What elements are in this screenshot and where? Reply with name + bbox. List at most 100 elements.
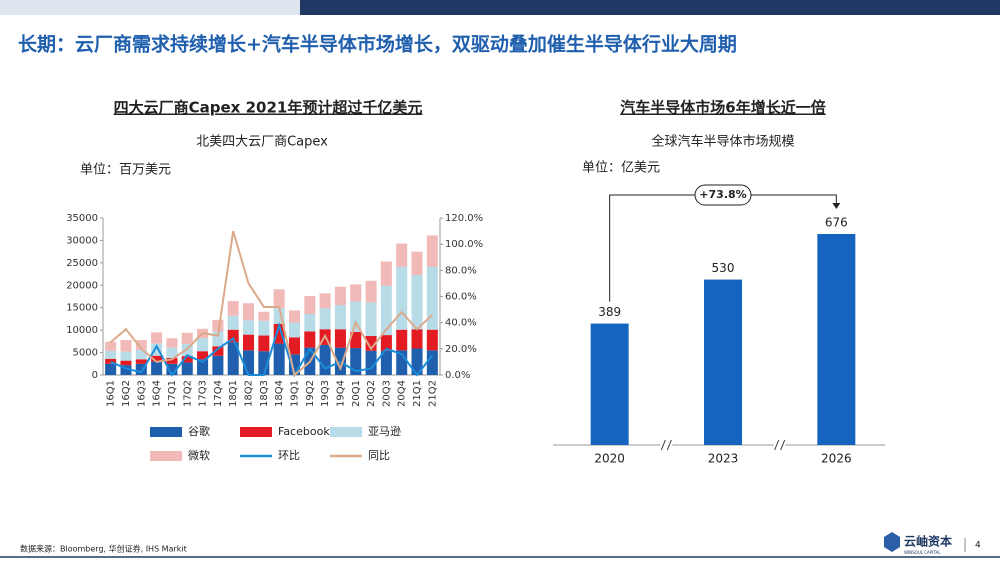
bar-segment — [212, 355, 224, 375]
bar — [704, 279, 742, 445]
axis-break — [780, 439, 786, 451]
bar-segment — [411, 251, 423, 275]
y-tick-label: 5000 — [73, 348, 98, 359]
bar-segment — [334, 329, 346, 348]
bar-segment — [288, 337, 300, 355]
x-tick-label: 16Q2 — [121, 380, 132, 407]
bar-segment — [197, 359, 209, 375]
y-tick-label: 25000 — [66, 258, 98, 269]
x-tick-label: 17Q3 — [198, 380, 209, 407]
page-number: 4 — [975, 541, 981, 551]
bar-segment — [319, 344, 331, 375]
bar-segment — [227, 329, 239, 343]
x-tick-label: 16Q1 — [106, 380, 117, 407]
legend-label: 微软 — [188, 448, 210, 462]
bar-segment — [227, 342, 239, 375]
y-tick-label: 20000 — [66, 280, 98, 291]
bar-segment — [135, 359, 147, 364]
bar-segment — [350, 284, 362, 302]
x-tick-label: 2023 — [708, 452, 739, 466]
bar-segment — [151, 361, 163, 375]
y2-tick-label: 120.0% — [445, 213, 483, 224]
legend-label: 谷歌 — [188, 424, 210, 438]
unit-label: 单位：百万美元 — [80, 163, 171, 178]
bar-segment — [273, 308, 285, 324]
x-tick-label: 20Q4 — [397, 380, 408, 407]
bar-segment — [135, 340, 147, 350]
bar-segment — [288, 354, 300, 375]
x-tick-label: 17Q2 — [182, 380, 193, 407]
axis-break-gap — [660, 442, 673, 448]
bar-segment — [380, 285, 392, 336]
legend-swatch — [150, 427, 182, 437]
legend-label: 同比 — [368, 449, 390, 462]
bar — [590, 323, 629, 445]
chart-subtitle: 北美四大云厂商Capex — [196, 135, 328, 150]
x-tick-label: 19Q2 — [305, 380, 316, 407]
legend-label: 亚马逊 — [368, 425, 401, 438]
bar-segment — [365, 280, 377, 303]
bar-segment — [151, 343, 163, 356]
x-tick-label: 21Q2 — [427, 380, 438, 407]
logo-subtext: WINSOUL CAPITAL — [904, 550, 941, 555]
x-tick-label: 19Q4 — [335, 380, 346, 407]
x-tick-label: 20Q3 — [381, 380, 392, 407]
bar-segment — [243, 320, 255, 335]
bar-segment — [426, 266, 438, 330]
bar-segment — [258, 311, 270, 321]
bar-segment — [304, 296, 316, 314]
y2-tick-label: 60.0% — [445, 292, 477, 303]
legend-label: 环比 — [278, 449, 300, 462]
bar-segment — [120, 360, 132, 366]
slide-title: 长期：云厂商需求持续增长+汽车半导体市场增长，双驱动叠加催生半导体行业大周期 — [18, 33, 737, 56]
x-tick-label: 17Q4 — [213, 380, 224, 407]
bar-segment — [380, 335, 392, 351]
y-tick-label: 35000 — [66, 213, 98, 224]
bar-segment — [258, 320, 270, 336]
bar-segment — [166, 357, 178, 364]
bar-segment — [380, 261, 392, 286]
x-tick-label: 20Q1 — [351, 380, 362, 407]
bar-segment — [181, 362, 193, 375]
bar-segment — [334, 286, 346, 306]
x-tick-label: 18Q2 — [244, 380, 255, 407]
bar — [817, 234, 856, 445]
header-band-light — [0, 0, 300, 15]
bar-segment — [105, 341, 117, 351]
bar-segment — [273, 323, 285, 344]
logo-icon — [884, 532, 900, 552]
bar-segment — [258, 351, 270, 375]
value-label: 389 — [598, 305, 621, 319]
bar-segment — [396, 243, 408, 267]
bar-segment — [411, 348, 423, 375]
bar-segment — [396, 350, 408, 375]
x-tick-label: 16Q4 — [152, 380, 163, 407]
bar-segment — [197, 338, 209, 352]
bar-segment — [258, 335, 270, 352]
axis-break-gap — [773, 442, 786, 448]
bar-segment — [120, 340, 132, 352]
bar-segment — [212, 331, 224, 347]
bar-segment — [243, 350, 255, 375]
legend-swatch — [150, 451, 182, 461]
bar-segment — [365, 302, 377, 336]
bar-segment — [181, 356, 193, 363]
legend-swatch — [330, 427, 362, 437]
x-tick-label: 18Q1 — [228, 380, 239, 407]
bar-segment — [135, 363, 147, 375]
bar-segment — [120, 351, 132, 361]
y2-tick-label: 80.0% — [445, 265, 477, 276]
bar-segment — [365, 350, 377, 375]
axis-break — [666, 439, 672, 451]
bar-segment — [396, 266, 408, 330]
bar-segment — [304, 313, 316, 332]
source-note: 数据来源：Bloomberg, 华创证券, IHS Markit — [20, 544, 187, 554]
y-tick-label: 15000 — [66, 303, 98, 314]
bar-segment — [426, 350, 438, 375]
value-label: 530 — [712, 261, 735, 275]
y-tick-label: 0 — [92, 370, 98, 381]
bar-segment — [105, 363, 117, 375]
bar-segment — [212, 319, 224, 332]
bar-segment — [350, 348, 362, 375]
x-tick-label: 19Q3 — [320, 380, 331, 407]
